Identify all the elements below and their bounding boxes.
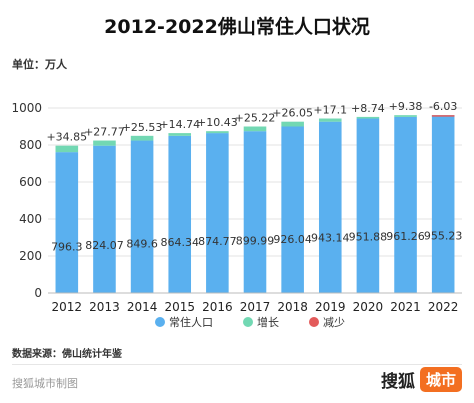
legend-marker [155, 317, 165, 327]
legend-label: 减少 [323, 316, 345, 329]
bar-resident [206, 133, 229, 293]
bar-change-label: +17.1 [313, 104, 347, 117]
bar-change-label: +8.74 [351, 102, 385, 115]
bar-resident [168, 135, 192, 293]
bar-value-label: 961.26 [386, 230, 425, 243]
brand-name: 搜狐 [380, 371, 415, 392]
bar-value-label: 899.99 [236, 234, 275, 247]
bar-value-label: 955.23 [424, 230, 463, 243]
bar-value-label: 926.04 [273, 233, 312, 246]
bar-change-label: +10.43 [197, 116, 238, 129]
x-tick-label: 2014 [127, 300, 158, 314]
bar-change-label: +26.05 [272, 107, 313, 120]
chart-title: 2012-2022佛山常住人口状况 [104, 16, 370, 38]
bar-change-label: +34.85 [46, 131, 87, 144]
bar-value-label: 849.6 [126, 237, 158, 250]
x-tick-label: 2019 [315, 300, 346, 314]
bar-resident [431, 115, 455, 293]
bar-change-label: +14.74 [159, 118, 200, 131]
bar-increase [394, 115, 417, 117]
x-tick-label: 2022 [428, 300, 459, 314]
x-tick-label: 2012 [52, 300, 83, 314]
x-tick-label: 2016 [202, 300, 233, 314]
bar-change-label: +27.77 [84, 126, 125, 139]
unit-label: 单位：万人 [12, 58, 67, 71]
bar-increase [93, 140, 116, 146]
bar-value-label: 874.77 [198, 235, 237, 248]
y-tick-label: 800 [19, 138, 42, 152]
footer-divider [12, 364, 462, 365]
legend-marker [309, 317, 319, 327]
brand-tag: 城市 [419, 366, 462, 392]
bar-value-label: 824.07 [85, 239, 124, 252]
bar-resident [356, 118, 380, 293]
bar-change-label: +9.38 [389, 100, 423, 113]
bar-resident [318, 121, 342, 293]
x-tick-label: 2018 [277, 300, 308, 314]
bar-increase [356, 116, 380, 119]
bar-value-label: 943.14 [311, 232, 350, 245]
bar-value-label: 864.34 [160, 236, 199, 249]
bar-increase [318, 118, 342, 122]
x-tick-label: 2021 [390, 300, 421, 314]
bar-increase [168, 133, 192, 136]
bar-resident [281, 126, 304, 293]
y-tick-label: 400 [19, 212, 42, 226]
y-tick-label: 0 [34, 286, 42, 300]
x-tick-label: 2013 [89, 300, 120, 314]
x-tick-label: 2020 [353, 300, 384, 314]
brand-logo: 搜狐 城市 [381, 366, 462, 392]
bar-value-label: 951.88 [349, 231, 388, 244]
bar-increase [281, 121, 304, 127]
y-tick-label: 600 [19, 175, 42, 189]
data-source: 数据来源：佛山统计年鉴 [12, 349, 122, 360]
bar-resident [243, 131, 267, 293]
x-tick-label: 2015 [164, 300, 195, 314]
bar-increase [206, 131, 229, 134]
bar-value-label: 796.3 [51, 241, 83, 254]
y-tick-label: 200 [19, 249, 42, 263]
bar-resident [93, 145, 116, 293]
legend-label: 常住人口 [169, 315, 213, 329]
bar-resident [55, 152, 79, 293]
bar-increase [55, 145, 79, 153]
x-tick-label: 2017 [240, 300, 271, 314]
legend-label: 增长 [257, 315, 279, 329]
bar-change-label: +25.53 [122, 121, 163, 134]
bar-decrease [431, 115, 455, 117]
bar-chart: 0 200 400 600 800 1000 796.3 +34.85 2012 824.07 +2… [11, 100, 463, 329]
bar-resident [130, 140, 154, 293]
y-tick-label: 1000 [11, 101, 42, 115]
bar-resident [394, 116, 417, 294]
legend-marker [243, 317, 253, 327]
bar-increase [243, 126, 267, 132]
bar-increase [130, 135, 154, 141]
bar-change-label: -6.03 [429, 100, 457, 113]
watermark: 搜狐城市制图 [12, 377, 78, 390]
bar-change-label: +25.22 [235, 112, 276, 125]
